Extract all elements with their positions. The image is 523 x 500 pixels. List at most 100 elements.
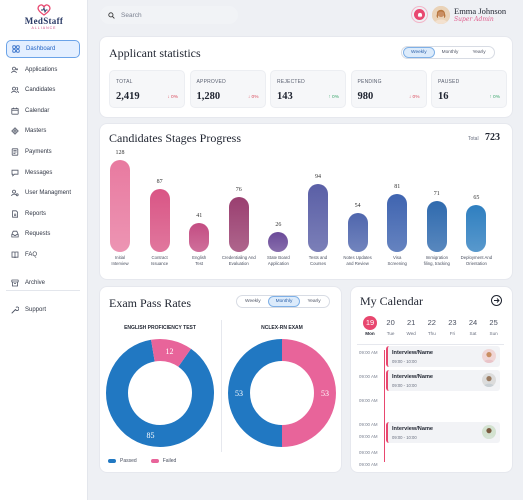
sidebar-item-archive[interactable]: Archive xyxy=(6,274,80,292)
avatar-photo-icon xyxy=(482,373,496,387)
calendar-day-number: 24 xyxy=(468,318,478,327)
period-option-monthly[interactable]: Monthly xyxy=(441,50,459,55)
stage-bar-state-board-application[interactable] xyxy=(268,232,289,252)
stat-card-total[interactable]: TOTAL 2,419 ↓ 0% xyxy=(109,70,185,108)
stage-bar-label-line: Credentialing And xyxy=(221,255,256,260)
period-option-yearly[interactable]: Yearly xyxy=(472,50,486,55)
event-time: 09:00 - 10:00 xyxy=(392,435,417,440)
sidebar-item-masters[interactable]: Masters xyxy=(6,122,80,140)
donut-slice-passed[interactable] xyxy=(228,339,283,447)
period-option-yearly[interactable]: Yearly xyxy=(307,299,321,304)
calendar-day-number: 20 xyxy=(386,318,395,327)
legend-label-passed: Passed xyxy=(120,458,137,464)
wrench-icon xyxy=(11,306,19,314)
stage-bar-tests-and-courses[interactable] xyxy=(308,184,328,252)
donut-slice-failed[interactable] xyxy=(281,339,336,447)
chat-icon xyxy=(11,169,19,177)
sidebar-item-support[interactable]: Support xyxy=(6,301,80,319)
brand-logo[interactable]: MedStaff ALLIANCE xyxy=(0,4,88,30)
stat-card-approved[interactable]: APPROVED 1,280 ↓ 0% xyxy=(189,70,266,108)
sidebar-item-label: Payments xyxy=(25,148,52,155)
period-option-monthly[interactable]: Monthly xyxy=(267,296,301,307)
stat-card-rejected[interactable]: REJECTED 143 ↑ 0% xyxy=(270,70,346,108)
stage-bar-credentialing-and-evaluation[interactable] xyxy=(228,197,249,252)
calendar-event[interactable]: Interview/Name 09:00 - 10:00 xyxy=(386,370,500,391)
calendar-day-name: Fri xyxy=(449,331,456,336)
stage-bar-immigration-filing-tracking[interactable] xyxy=(426,200,447,252)
sidebar-item-requests[interactable]: Requests xyxy=(6,225,80,243)
avatar-photo-icon xyxy=(482,425,496,439)
stat-label: PAUSED xyxy=(438,79,460,85)
donut-slice-failed[interactable] xyxy=(151,339,191,368)
stage-bar-label-line: Deployment And xyxy=(460,255,493,260)
user-role: Super Admin xyxy=(454,16,494,23)
sidebar-nav: Dashboard Applications Candidates Calendar M… xyxy=(6,40,80,295)
stage-bar-label-line: Interview xyxy=(111,260,129,266)
archive-icon xyxy=(11,279,19,287)
stage-bar-label-line: filing, tracking xyxy=(423,260,450,266)
calendar-event[interactable]: Interview/Name 09:00 - 10:00 xyxy=(386,422,500,443)
calendar-header-divider xyxy=(357,344,504,345)
time-slot-label: 09:00 AM xyxy=(359,350,378,355)
stage-bar-label: Tests and Courses xyxy=(295,255,341,266)
search-input[interactable] xyxy=(121,11,231,19)
period-option-weekly[interactable]: Weekly xyxy=(403,47,435,58)
stage-bar-notes-updates-and-review[interactable] xyxy=(347,213,368,252)
attendee-avatar xyxy=(482,349,496,363)
sidebar: MedStaff ALLIANCE Dashboard Applications C… xyxy=(0,0,88,500)
stage-bar-label: Deployment And Orientation xyxy=(453,255,499,266)
calendar-day-name: Mon xyxy=(365,331,375,336)
calendar-day-22[interactable]: 22 Thu xyxy=(424,316,440,336)
period-toggle-stats: Weekly Monthly Yearly xyxy=(401,46,495,59)
donut-slice-value: 85 xyxy=(147,431,155,440)
stages-progress-title: Candidates Stages Progress xyxy=(109,131,241,145)
sidebar-item-calendar[interactable]: Calendar xyxy=(6,102,80,120)
stage-bar-deployment-and-orientation[interactable] xyxy=(466,205,487,252)
sidebar-item-label: FAQ xyxy=(25,251,38,258)
book-icon xyxy=(11,251,19,258)
sidebar-item-faq[interactable]: FAQ xyxy=(6,246,80,264)
attendee-avatar xyxy=(482,373,496,387)
user-plus-icon xyxy=(11,66,18,73)
sidebar-item-candidates[interactable]: Candidates xyxy=(6,81,80,99)
calendar-day-number: 22 xyxy=(427,318,436,327)
event-title: Interview/Name xyxy=(392,350,434,356)
search-icon xyxy=(108,11,115,19)
calendar-day-19[interactable]: 19 Mon xyxy=(362,316,378,336)
sidebar-item-reports[interactable]: Reports xyxy=(6,205,80,223)
stage-bar-label: Notes Updates and Review xyxy=(335,255,381,266)
donut-chart-nclex: 53 53 xyxy=(228,339,336,447)
stage-bar-visa-screening[interactable] xyxy=(387,193,408,252)
calendar-day-20[interactable]: 20 Tue xyxy=(383,316,399,336)
stage-bar-value: 94 xyxy=(315,174,321,181)
sidebar-item-payments[interactable]: Payments xyxy=(6,143,80,161)
stage-bar-initial-interview[interactable] xyxy=(110,160,130,252)
sidebar-item-user-managment[interactable]: User Managment xyxy=(6,184,80,202)
search-box[interactable] xyxy=(100,6,238,24)
stage-bar-label-line: Notes Updates xyxy=(343,255,372,260)
sidebar-item-applications[interactable]: Applications xyxy=(6,61,80,79)
notifications-button[interactable] xyxy=(411,6,428,23)
calendar-day-21[interactable]: 21 Wed xyxy=(403,316,419,336)
user-gear-icon xyxy=(11,189,19,197)
time-slot-label: 09:00 AM xyxy=(359,398,378,403)
calendar-day-25[interactable]: 25 Sun xyxy=(486,316,502,336)
stage-bar-label: Initial Interview xyxy=(97,255,143,266)
stat-card-paused[interactable]: PAUSED 16 ↑ 0% xyxy=(431,70,507,108)
stage-bar-english-test[interactable] xyxy=(189,222,210,252)
calendar-next-button[interactable] xyxy=(491,295,502,306)
calendar-day-23[interactable]: 23 Fri xyxy=(444,316,460,336)
calendar-day-number: 19 xyxy=(363,316,377,330)
period-option-weekly[interactable]: Weekly xyxy=(245,299,261,304)
calendar-day-24[interactable]: 24 Sat xyxy=(465,316,481,336)
calendar-event[interactable]: Interview/Name 09:00 - 10:00 xyxy=(386,346,500,367)
stat-card-pending[interactable]: PENDING 980 ↓ 0% xyxy=(350,70,427,108)
stage-bar-label: State Board Application xyxy=(255,255,301,266)
stat-value: 1,280 xyxy=(196,91,221,102)
sidebar-item-dashboard[interactable]: Dashboard xyxy=(6,40,80,58)
stage-bar-contract-issuance[interactable] xyxy=(149,189,170,252)
sidebar-item-messages[interactable]: Messages xyxy=(6,164,80,182)
donut-slice-passed[interactable] xyxy=(106,339,214,447)
time-slot-label: 09:00 AM xyxy=(359,462,378,467)
user-avatar[interactable] xyxy=(432,6,450,24)
